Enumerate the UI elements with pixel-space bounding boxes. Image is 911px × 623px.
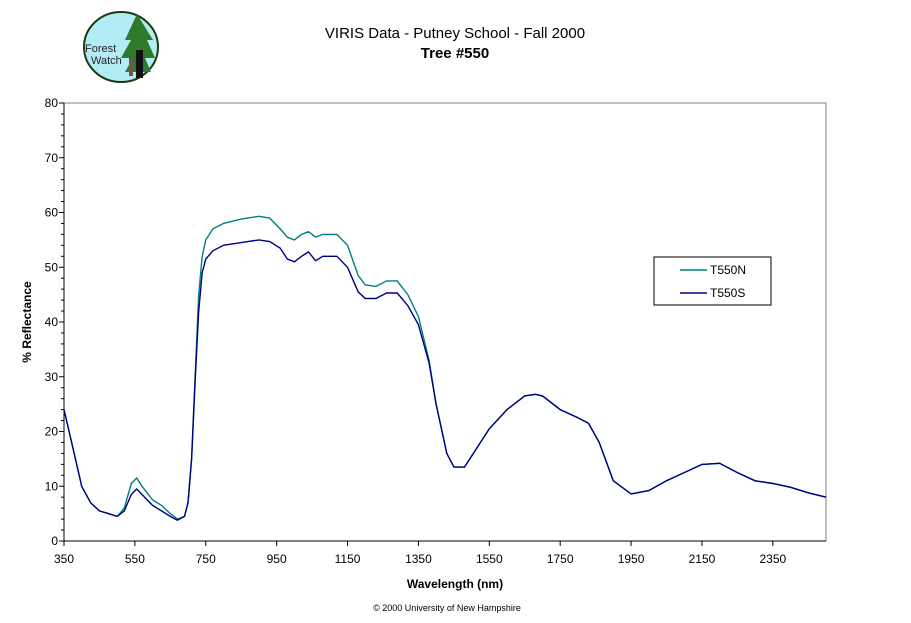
x-tick-label: 1950 [618,552,645,566]
y-tick-label: 20 [45,425,59,439]
x-tick-label: 2150 [689,552,716,566]
y-tick-label: 0 [51,534,58,548]
y-tick-label: 30 [45,370,59,384]
series-line-t550s [63,239,827,521]
y-tick-label: 10 [45,479,59,493]
x-tick-label: 950 [267,552,287,566]
legend: T550N T550S [653,256,772,306]
plot-area [63,102,827,542]
x-tick-label: 1750 [547,552,574,566]
y-tick-label: 50 [45,260,59,274]
x-tick-label: 1550 [476,552,503,566]
x-tick-label: 750 [196,552,216,566]
x-tick-label: 2350 [759,552,786,566]
copyright: © 2000 University of New Hampshire [373,603,521,613]
x-tick-label: 1150 [335,552,361,566]
y-tick-label: 40 [45,315,59,329]
x-tick-label: 350 [54,552,74,566]
y-tick-label: 70 [45,151,59,165]
x-axis-label: Wavelength (nm) [407,577,503,591]
chart-title: VIRIS Data - Putney School - Fall 2000 [325,25,585,42]
legend-label-t550s: T550S [710,286,745,300]
y-axis-label: % Reflectance [20,281,34,363]
legend-label-t550n: T550N [710,263,746,277]
chart-subtitle: Tree #550 [421,45,489,62]
logo-text: Forest [85,43,116,55]
y-tick-label: 60 [45,206,59,220]
x-tick-label: 550 [125,552,145,566]
forest-watch-logo: Forest Watch [83,11,159,83]
x-tick-label: 1350 [405,552,432,566]
y-tick-label: 80 [45,96,59,110]
logo-text: Watch [91,55,122,67]
